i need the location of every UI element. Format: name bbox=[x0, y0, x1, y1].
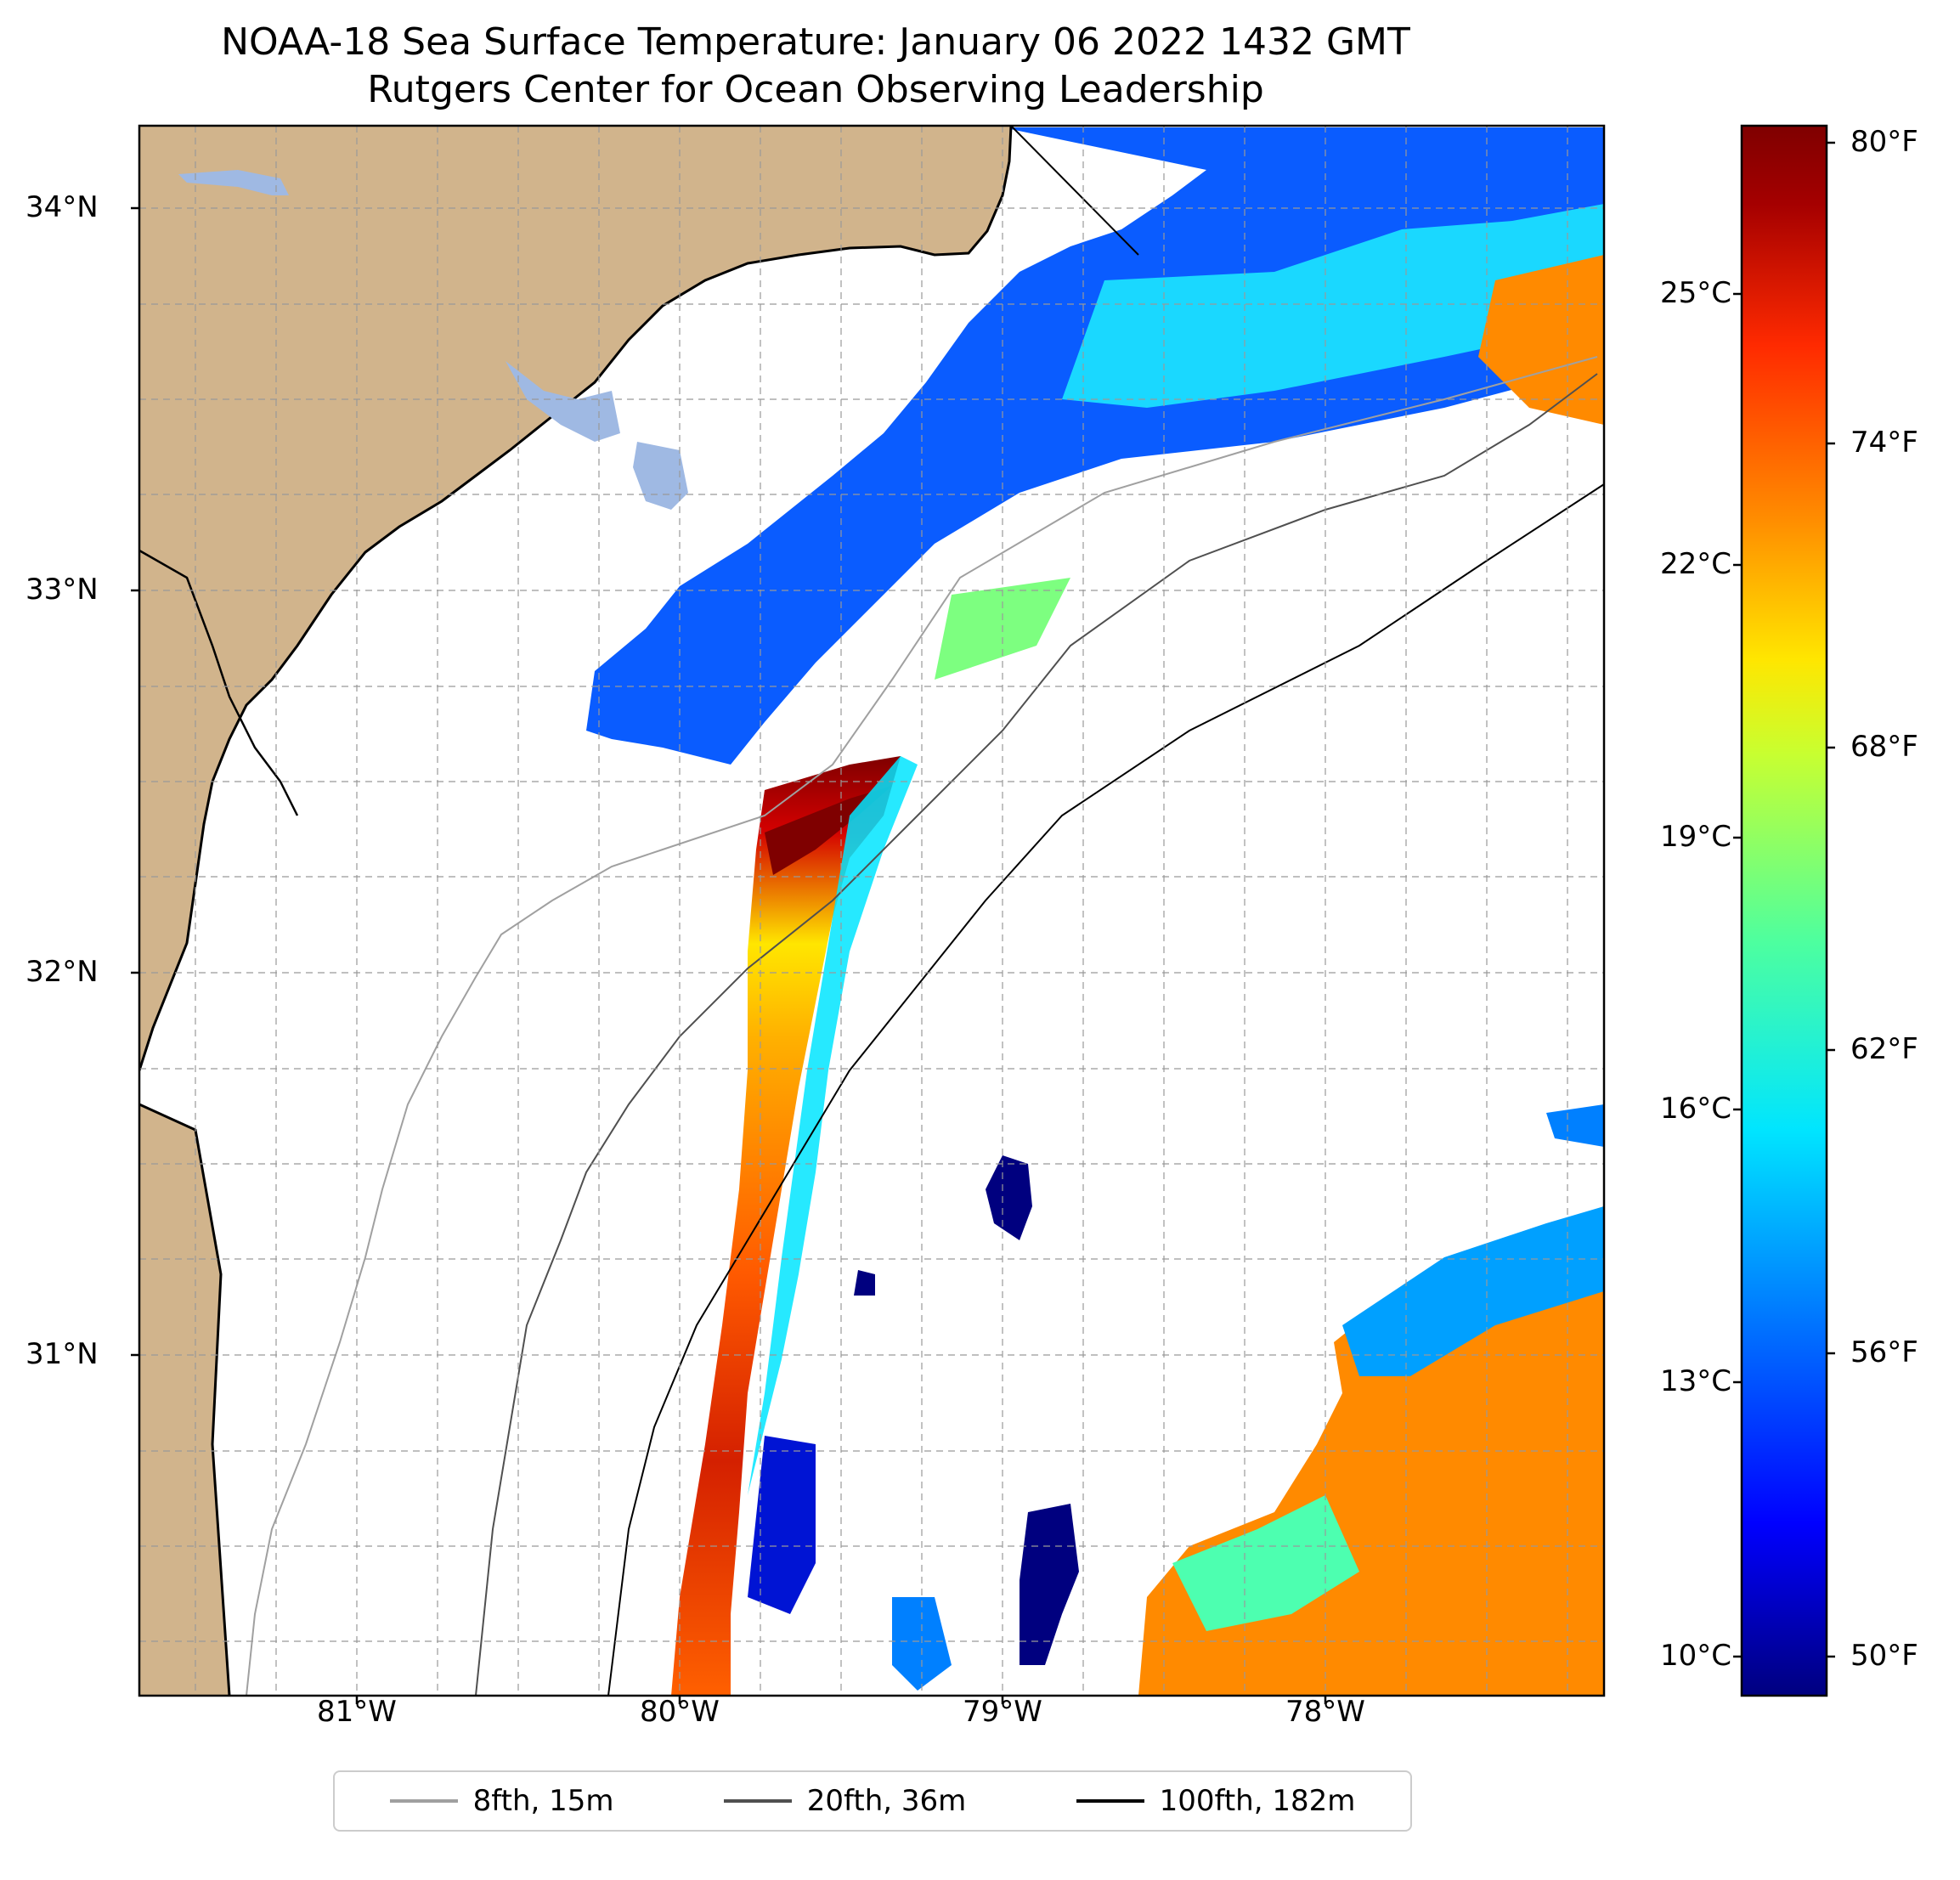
colorbar-label-f-56: 56°F bbox=[1850, 1335, 1918, 1369]
colorbar-label-f-62: 62°F bbox=[1850, 1032, 1918, 1066]
sst-patch-edge bbox=[1546, 1104, 1604, 1147]
contour-100fth bbox=[607, 483, 1604, 1696]
legend-line-8fth bbox=[389, 1799, 458, 1803]
gridlines bbox=[139, 126, 1604, 1696]
lake-moultrie bbox=[633, 442, 688, 510]
sst-patch-se-mix bbox=[1172, 1495, 1359, 1631]
sst-cold-eddy-south bbox=[748, 1436, 816, 1614]
legend-label-8fth: 8fth, 15m bbox=[472, 1784, 614, 1818]
coastline-south bbox=[139, 1103, 231, 1696]
sst-patch-se-cool bbox=[1342, 1206, 1604, 1376]
legend-label-20fth: 20fth, 36m bbox=[806, 1784, 967, 1818]
sst-gulf-stream-band bbox=[671, 756, 901, 1696]
contour-legend: 8fth, 15m 20fth, 36m 100fth, 182m bbox=[333, 1770, 1412, 1832]
colorbar-label-c-25: 25°C bbox=[1659, 276, 1731, 310]
coastline bbox=[139, 126, 1013, 1071]
lon-label-80: 80°W bbox=[640, 1695, 720, 1729]
sst-patch-ne-warm bbox=[1478, 255, 1604, 425]
lat-label-33: 33°N bbox=[25, 573, 99, 607]
lake-1 bbox=[178, 170, 289, 195]
colorbar-label-f-80: 80°F bbox=[1850, 125, 1918, 159]
lat-label-31: 31°N bbox=[25, 1337, 99, 1371]
colorbar-label-c-19: 19°C bbox=[1659, 820, 1731, 854]
sst-blob-1 bbox=[986, 1155, 1032, 1240]
legend-item-20fth: 20fth, 36m bbox=[723, 1784, 967, 1818]
lat-label-34: 34°N bbox=[25, 190, 99, 224]
contour-8fth bbox=[246, 356, 1598, 1696]
colorbar-label-f-50: 50°F bbox=[1850, 1639, 1918, 1673]
lon-label-78: 78°W bbox=[1285, 1695, 1365, 1729]
plot-frame bbox=[138, 124, 1606, 1697]
state-border-nc bbox=[1010, 126, 1139, 256]
colorbar-label-f-68: 68°F bbox=[1850, 730, 1918, 764]
legend-line-100fth bbox=[1076, 1799, 1144, 1803]
colorbar-label-c-16: 16°C bbox=[1659, 1092, 1731, 1126]
colorbar bbox=[1740, 124, 1828, 1697]
colorbar-ticks bbox=[1733, 141, 1835, 1658]
legend-label-100fth: 100fth, 182m bbox=[1159, 1784, 1356, 1818]
colorbar-label-c-10: 10°C bbox=[1659, 1639, 1731, 1673]
contour-20fth bbox=[475, 373, 1598, 1696]
land-area bbox=[139, 126, 1011, 1070]
lon-label-79: 79°W bbox=[963, 1695, 1042, 1729]
axis-ticks bbox=[131, 206, 1327, 1704]
sst-patch-coastal-warm bbox=[1062, 204, 1604, 408]
sst-front-edge bbox=[748, 756, 918, 1495]
lon-label-81: 81°W bbox=[317, 1695, 397, 1729]
lake-marion bbox=[506, 361, 620, 442]
colorbar-label-f-74: 74°F bbox=[1850, 426, 1918, 460]
map-subtitle: Rutgers Center for Ocean Observing Leade… bbox=[367, 68, 1264, 111]
map-title: NOAA-18 Sea Surface Temperature: January… bbox=[221, 20, 1410, 64]
legend-item-100fth: 100fth, 182m bbox=[1076, 1784, 1356, 1818]
colorbar-label-c-13: 13°C bbox=[1659, 1364, 1731, 1398]
sst-blob-2 bbox=[854, 1270, 875, 1296]
legend-line-20fth bbox=[723, 1799, 792, 1803]
state-border bbox=[139, 549, 299, 816]
sst-blob-4 bbox=[892, 1597, 952, 1691]
lat-label-32: 32°N bbox=[25, 955, 99, 989]
legend-item-8fth: 8fth, 15m bbox=[389, 1784, 614, 1818]
land-south bbox=[139, 1104, 229, 1696]
sst-blob-3 bbox=[1020, 1504, 1079, 1665]
colorbar-label-c-22: 22°C bbox=[1659, 547, 1731, 581]
